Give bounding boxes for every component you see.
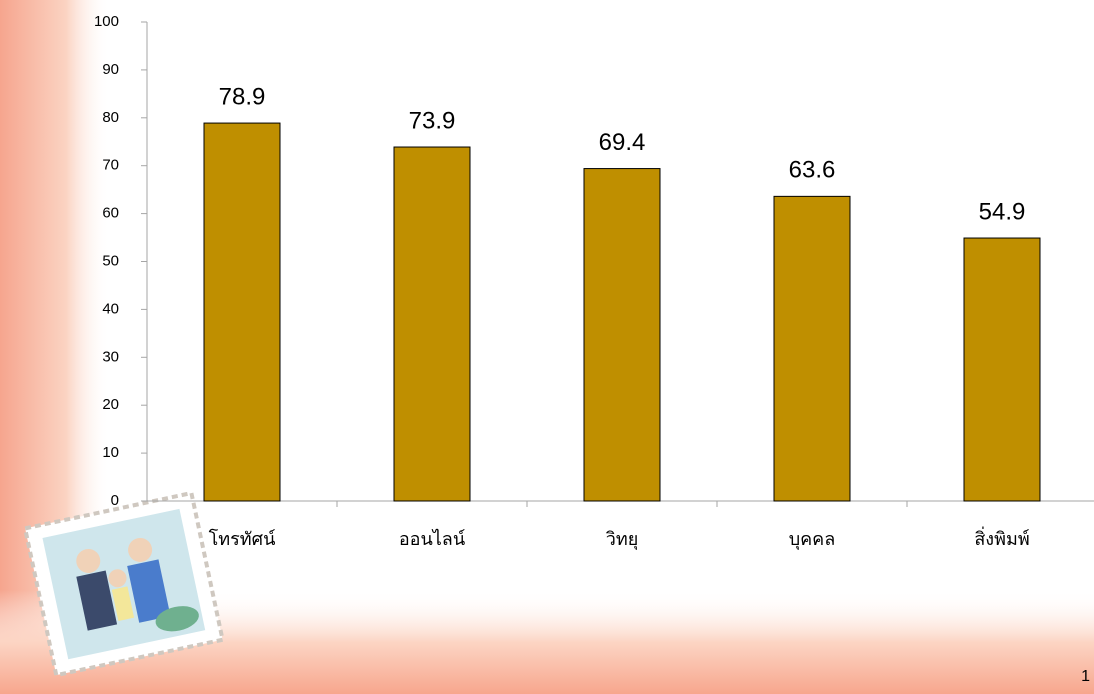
- bar: [963, 237, 1041, 502]
- bar: [773, 195, 851, 502]
- stamp: [22, 490, 225, 678]
- y-tick-label: 20: [102, 396, 119, 413]
- y-tick-label: 80: [102, 109, 119, 126]
- value-label: 69.4: [599, 129, 646, 156]
- y-tick-label: 60: [102, 205, 119, 222]
- x-tick-label: ออนไลน์: [399, 528, 466, 549]
- bar: [393, 146, 471, 502]
- y-tick-label: 90: [102, 61, 119, 78]
- x-tick-label: สิ่งพิมพ์: [974, 526, 1029, 549]
- slide-number: 1: [1081, 668, 1090, 685]
- value-label: 78.9: [219, 83, 266, 110]
- value-label: 54.9: [979, 198, 1026, 225]
- bar: [203, 122, 281, 502]
- x-tick-label: บุคคล: [789, 529, 836, 550]
- y-tick-label: 10: [102, 444, 119, 461]
- value-label: 63.6: [789, 157, 836, 184]
- y-tick-label: 0: [111, 492, 119, 509]
- y-tick-label: 100: [94, 13, 119, 30]
- y-tick-label: 30: [102, 348, 119, 365]
- x-tick-label: วิทยุ: [606, 529, 639, 550]
- y-tick-label: 70: [102, 157, 119, 174]
- x-tick-label: โทรทัศน์: [209, 528, 276, 549]
- value-label: 73.9: [409, 107, 456, 134]
- y-tick-label: 50: [102, 252, 119, 269]
- bar: [583, 168, 661, 502]
- y-tick-label: 40: [102, 300, 119, 317]
